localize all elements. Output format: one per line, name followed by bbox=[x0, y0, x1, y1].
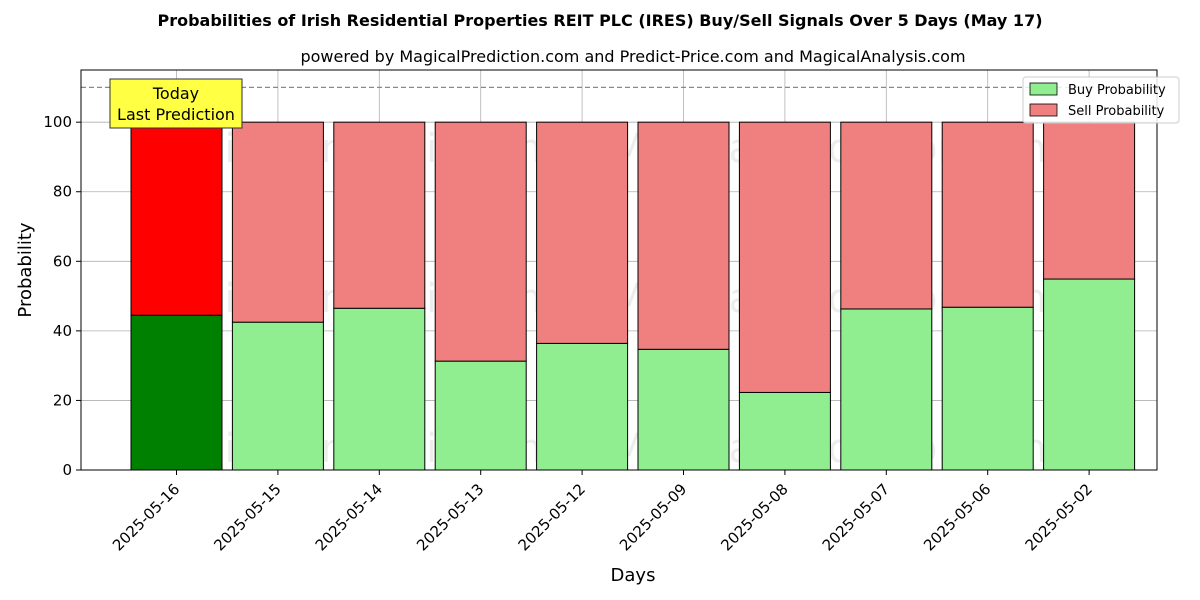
bar-buy bbox=[434, 360, 527, 471]
bar-sell bbox=[840, 121, 933, 310]
x-tick-label: 2025-05-06 bbox=[920, 480, 994, 554]
legend: Buy Probability Sell Probability bbox=[1022, 76, 1180, 124]
y-tick-label: 60 bbox=[53, 252, 72, 270]
y-tick-label: 20 bbox=[53, 391, 72, 409]
bar-sell bbox=[333, 121, 426, 309]
bar-sell bbox=[637, 121, 730, 350]
bar-buy bbox=[333, 307, 426, 471]
bar-buy bbox=[637, 348, 730, 471]
bar-buy bbox=[1043, 278, 1136, 471]
bar-sell bbox=[1043, 121, 1136, 280]
y-tick-label: 0 bbox=[62, 461, 72, 479]
bar-sell bbox=[130, 121, 223, 316]
x-tick-label: 2025-05-12 bbox=[515, 480, 589, 554]
bar-sell bbox=[434, 121, 527, 362]
legend-box bbox=[1022, 76, 1180, 124]
plot-frame bbox=[80, 69, 1158, 471]
legend-swatch-sell bbox=[1029, 103, 1058, 117]
x-tick-label: 2025-05-08 bbox=[717, 480, 791, 554]
x-tick-label: 2025-05-15 bbox=[210, 480, 284, 554]
y-tick-label: 40 bbox=[53, 322, 72, 340]
chart-title: Probabilities of Irish Residential Prope… bbox=[157, 11, 1042, 30]
x-tick-label: 2025-05-14 bbox=[312, 480, 386, 554]
bar-buy bbox=[130, 314, 223, 471]
x-tick-label: 2025-05-16 bbox=[109, 480, 183, 554]
bar-sell bbox=[738, 121, 831, 393]
x-axis-label: Days bbox=[611, 565, 656, 586]
bars bbox=[130, 121, 1136, 471]
y-tick-label: 80 bbox=[53, 183, 72, 201]
legend-label-sell: Sell Probability bbox=[1068, 104, 1165, 119]
chart-subtitle: powered by MagicalPrediction.com and Pre… bbox=[300, 47, 965, 66]
bar-buy bbox=[536, 342, 629, 471]
legend-swatch-buy bbox=[1029, 82, 1058, 96]
annotation-line-2: Last Prediction bbox=[117, 105, 235, 124]
bar-sell bbox=[536, 121, 629, 344]
bar-buy bbox=[941, 306, 1034, 471]
bar-buy bbox=[231, 321, 324, 471]
x-tick-label: 2025-05-07 bbox=[819, 480, 893, 554]
annotation-box bbox=[109, 78, 243, 129]
bar-buy bbox=[840, 308, 933, 471]
y-axis-label: Probability bbox=[15, 222, 36, 317]
annotation-line-1: Today bbox=[152, 84, 199, 103]
legend-label-buy: Buy Probability bbox=[1068, 83, 1166, 98]
today-annotation: Today Last Prediction bbox=[109, 78, 243, 129]
x-axis-ticks: 2025-05-16 2025-05-15 2025-05-14 2025-05-13… bbox=[109, 470, 1096, 554]
x-tick-label: 2025-05-09 bbox=[616, 480, 690, 554]
y-tick-label: 100 bbox=[43, 113, 72, 131]
y-axis-ticks: 0 20 40 60 80 100 bbox=[43, 113, 81, 479]
bar-sell bbox=[231, 121, 324, 323]
bar-sell bbox=[941, 121, 1034, 308]
bar-buy bbox=[738, 391, 831, 471]
x-tick-label: 2025-05-13 bbox=[413, 480, 487, 554]
x-tick-label: 2025-05-02 bbox=[1022, 480, 1096, 554]
